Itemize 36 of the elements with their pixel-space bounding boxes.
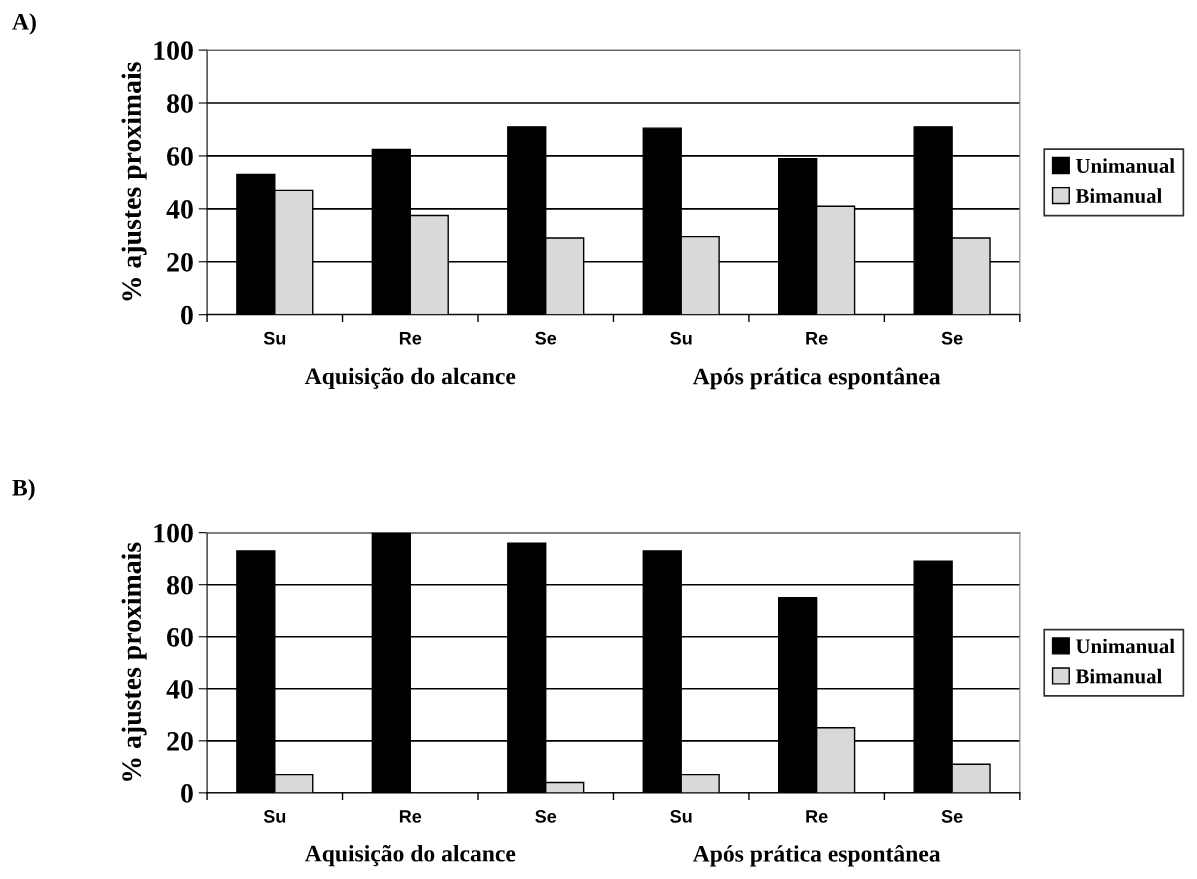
y-tick-label: 60: [167, 147, 193, 166]
y-tick-label: 80: [167, 575, 193, 595]
y-axis-title: % ajustes proximais: [121, 62, 147, 301]
legend-label: Unimanual: [1075, 158, 1175, 173]
y-tick-label: 0: [181, 305, 193, 325]
chart-title: B): [12, 479, 35, 501]
y-tick-label: 0: [181, 784, 193, 803]
text: Após prática espontânea: [692, 844, 941, 867]
x-tick-label: Su: [670, 810, 692, 823]
y-tick-label: 100: [154, 523, 193, 543]
y-tick-label: 100: [154, 41, 193, 61]
legend-label: Bimanual: [1075, 188, 1162, 204]
text: Aquisição do alcance: [304, 367, 516, 390]
x-tick-label: Re: [399, 332, 422, 345]
y-tick-label: 40: [166, 200, 193, 219]
x-tick-label: Su: [670, 331, 692, 345]
legend-label: Bimanual: [1075, 668, 1162, 684]
y-tick-label: 80: [167, 94, 193, 113]
x-tick-label: Se: [941, 810, 963, 823]
y-tick-label: 40: [166, 679, 193, 699]
x-tick-label: Se: [535, 810, 557, 823]
x-tick-label: Su: [263, 331, 286, 345]
x-tick-label: Re: [806, 810, 828, 823]
x-tick-label: Re: [399, 810, 422, 823]
chart-title: A): [12, 13, 36, 35]
y-tick-label: 60: [167, 627, 193, 647]
y-tick-label: 20: [167, 731, 193, 751]
legend-label: Unimanual: [1075, 638, 1175, 654]
x-tick-label: Se: [941, 331, 963, 345]
y-tick-label: 20: [167, 252, 193, 272]
x-tick-label: Su: [263, 810, 286, 823]
x-tick-label: Re: [806, 332, 828, 345]
text: Após prática espontânea: [692, 367, 941, 390]
y-axis-title: % ajustes proximais: [121, 542, 147, 781]
x-tick-label: Se: [535, 331, 557, 345]
text: Aquisição do alcance: [304, 844, 516, 867]
